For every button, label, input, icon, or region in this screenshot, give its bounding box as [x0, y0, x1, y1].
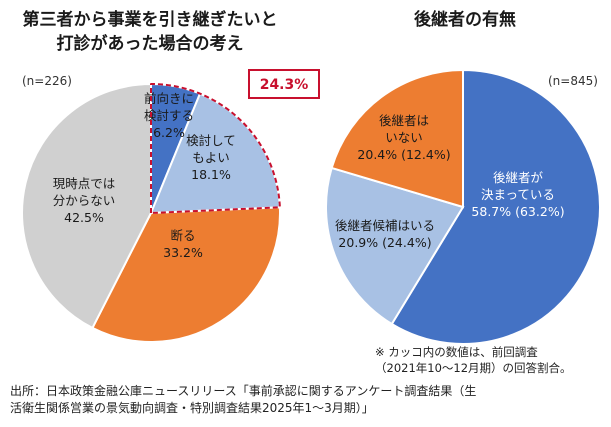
left-chart-title-line-2: 打診があった場合の考え: [56, 34, 244, 54]
left-chart-title: 第三者から事業を引き継ぎたいと 打診があった場合の考え: [0, 8, 300, 56]
source-line-1: 出所：日本政策金融公庫ニュースリリース「事前承認に関するアンケート調査結果（生: [10, 384, 477, 398]
left-pie-slice-label-3: 断る 33.2%: [163, 228, 203, 260]
source-note: 出所：日本政策金融公庫ニュースリリース「事前承認に関するアンケート調査結果（生 …: [10, 383, 604, 417]
footnote-line-1: ※ カッコ内の数値は、前回調査: [375, 345, 538, 359]
right-pie-slice-2: [325, 166, 465, 326]
footnote: ※ カッコ内の数値は、前回調査 （2021年10～12月期）の回答割合。: [375, 344, 572, 376]
right-pie-slice-1: [390, 68, 601, 345]
right-chart-title: 後継者の有無: [414, 10, 516, 30]
left-pie-slice-label-1: 前向きに検討する 6.2%: [144, 91, 194, 140]
source-line-2: 活衛生関係営業の景気動向調査・特別調査結果2025年1～3月期）」: [10, 401, 374, 415]
footnote-line-2: （2021年10～12月期）の回答割合。: [375, 361, 572, 375]
right-pie-slice-3: [330, 68, 464, 209]
left-chart-title-line-1: 第三者から事業を引き継ぎたいと: [22, 10, 278, 30]
right-pie-slice-label-3: 後継者はいない 20.4% (12.4%): [357, 113, 450, 162]
left-pie-slice-3: [91, 206, 281, 343]
left-pie-slice-label-2: 検討してもよい 18.1%: [186, 133, 236, 182]
left-pie-chart: 前向きに検討する 6.2%検討してもよい 18.1% 断る 33.2% 現時点では分からな…: [21, 69, 320, 343]
right-pie-slice-label-1: 後継者が決まっている 58.7% (63.2%): [471, 170, 564, 219]
left-sample-size: (n=226): [22, 74, 72, 88]
left-pie-slice-label-4: 現時点では分からない 42.5%: [53, 176, 116, 225]
highlight-callout-box: [248, 69, 320, 99]
right-pie-chart: 後継者が決まっている 58.7% (63.2%) 後継者候補はいる 20.9% (24…: [325, 68, 601, 345]
right-sample-size: (n=845): [548, 74, 598, 88]
left-pie-slice-4: [21, 82, 152, 330]
right-pie-slice-label-2: 後継者候補はいる 20.9% (24.4%): [335, 218, 435, 250]
left-pie-highlight-outline: [150, 83, 281, 214]
highlight-callout-value: 24.3%: [260, 77, 309, 93]
